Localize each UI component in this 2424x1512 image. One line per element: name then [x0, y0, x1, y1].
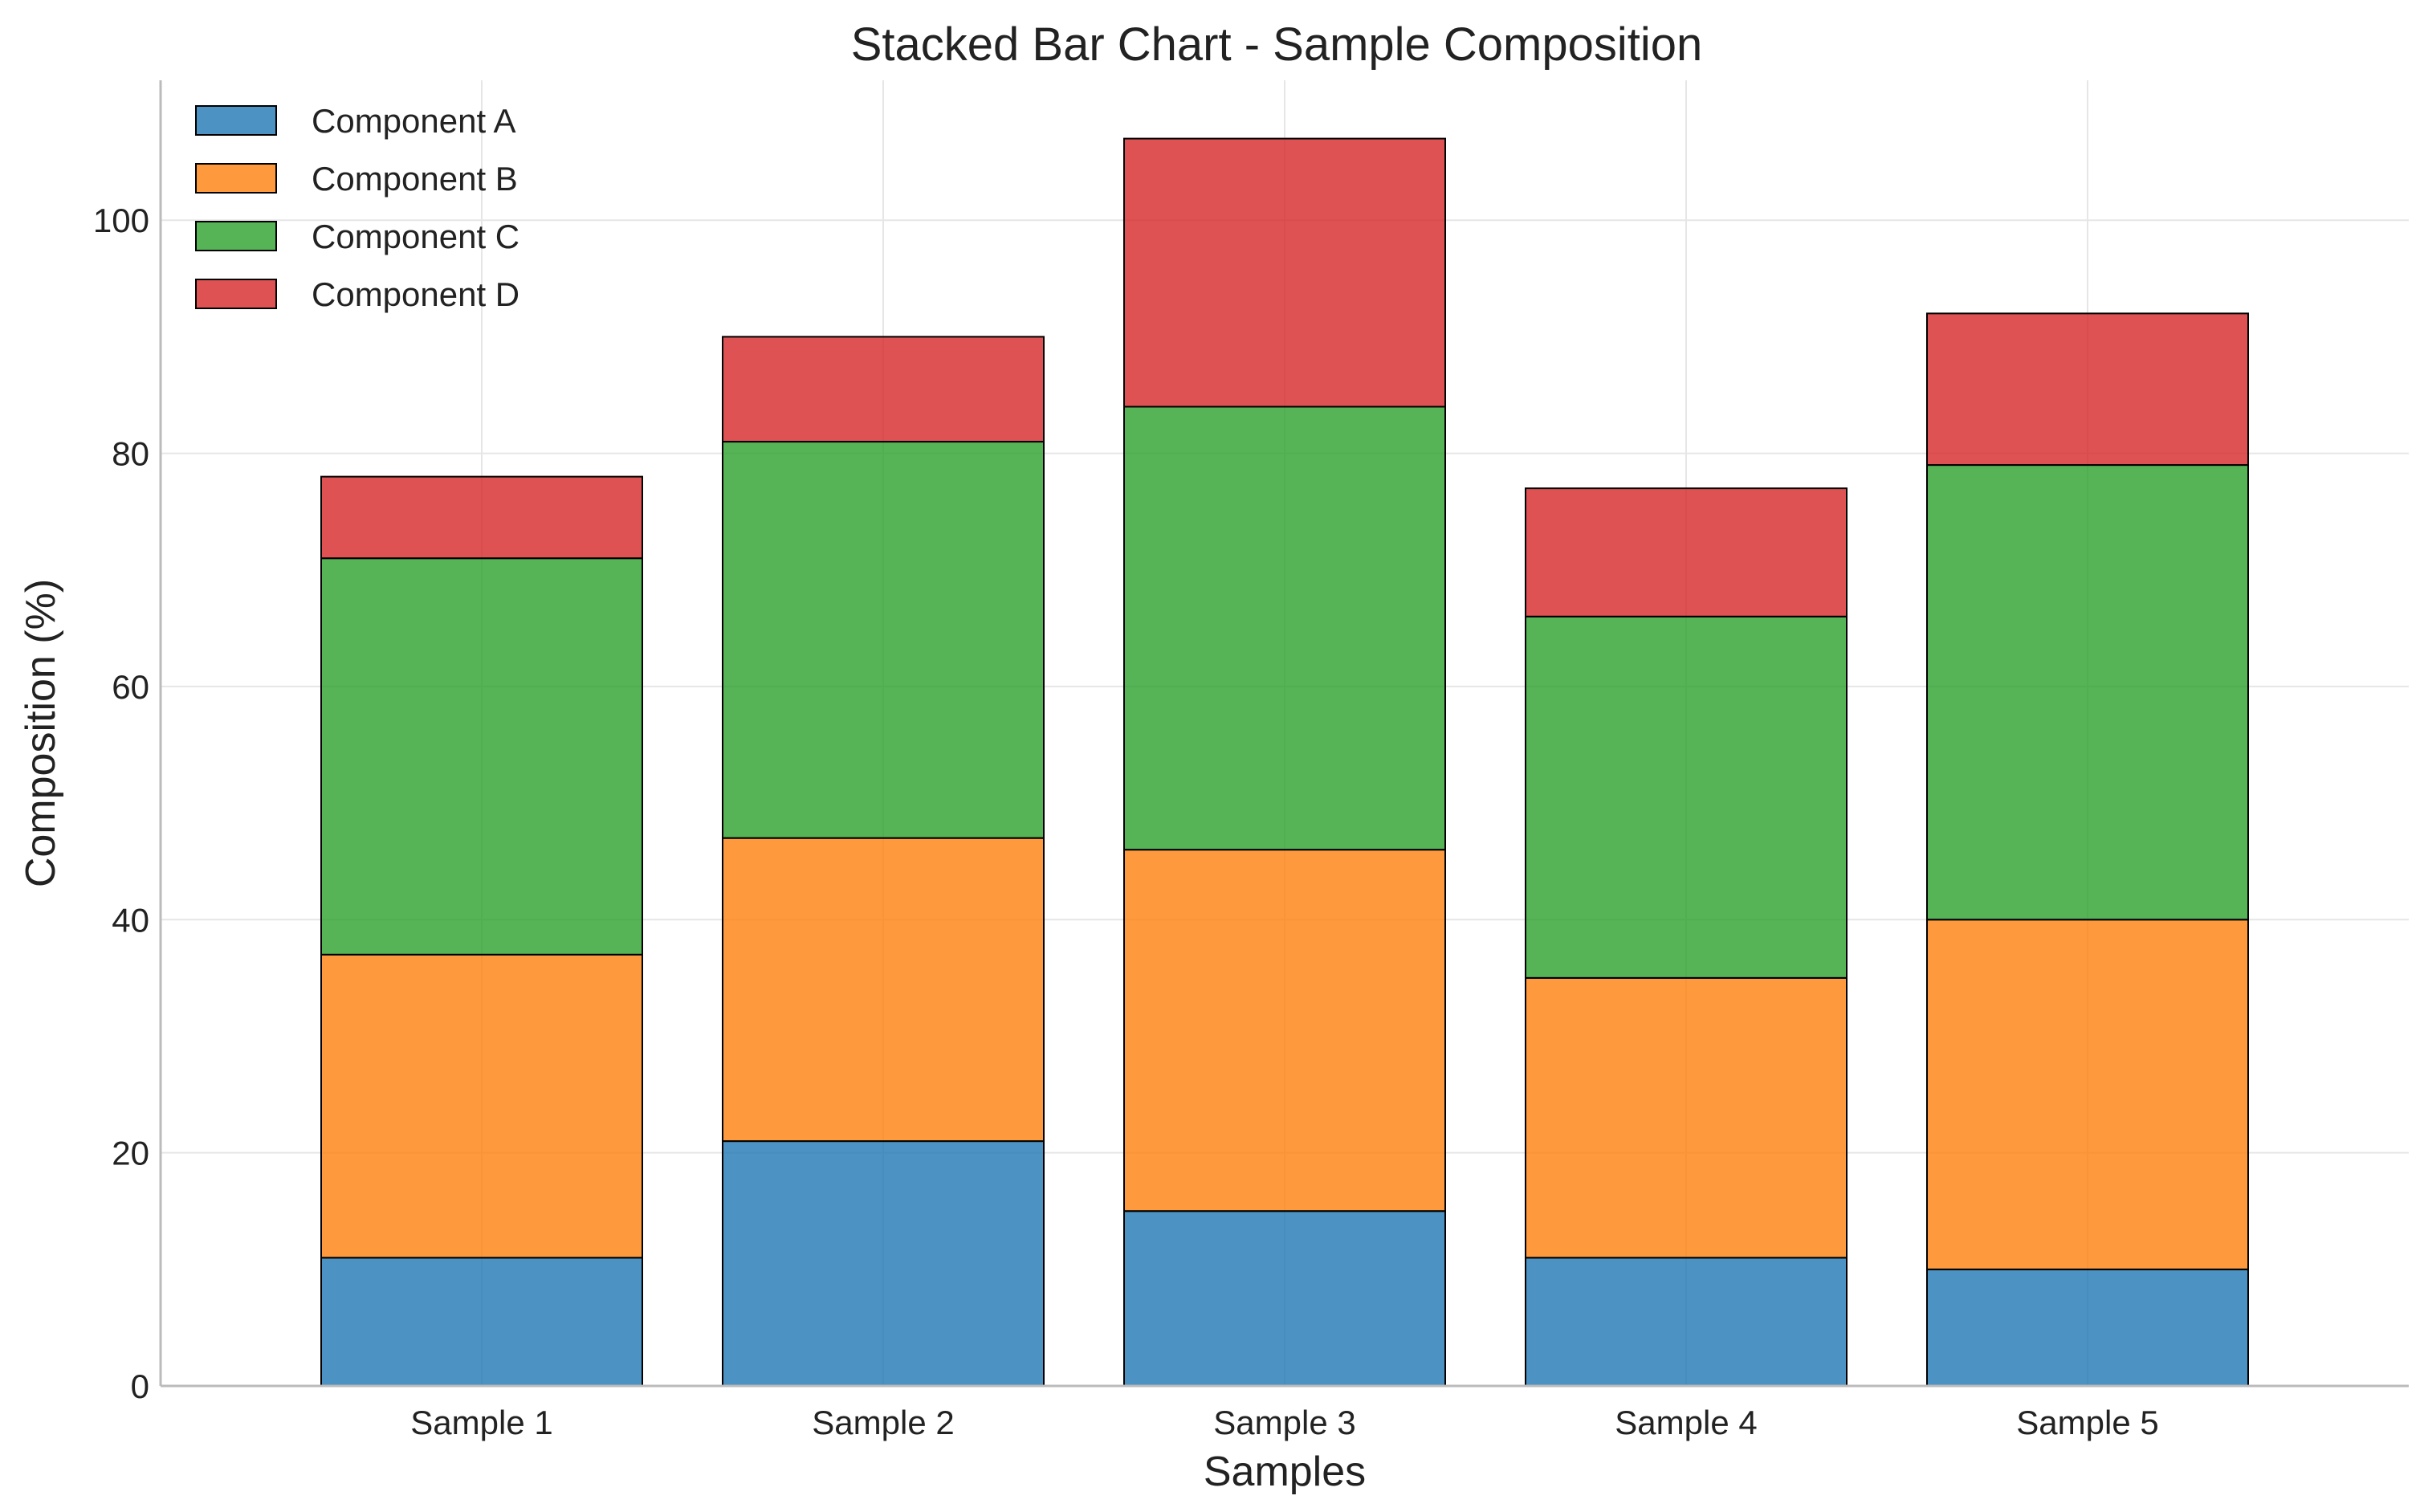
bar-segment	[1926, 464, 2249, 921]
x-tick-label: Sample 2	[812, 1404, 954, 1441]
bar-segment	[1926, 312, 2249, 467]
legend: Component A Component B Component C Compone…	[195, 102, 519, 313]
x-tick-label: Sample 3	[1213, 1404, 1355, 1441]
y-tick-label: 40	[112, 901, 149, 939]
bar-segment	[320, 953, 643, 1259]
x-tick-label: Sample 1	[410, 1404, 552, 1441]
chart-title: Stacked Bar Chart - Sample Composition	[851, 18, 1703, 71]
bar-segment	[722, 837, 1045, 1143]
bar-segment	[320, 475, 643, 560]
bars-group	[320, 137, 2249, 1388]
y-tick-labels: 0 20 40 60 80 100	[93, 202, 149, 1405]
legend-swatch	[195, 279, 277, 309]
x-tick-label: Sample 4	[1615, 1404, 1757, 1441]
bar-segment	[320, 1257, 643, 1388]
bar-segment	[1123, 849, 1446, 1212]
x-axis-label: Samples	[1204, 1449, 1366, 1495]
y-tick-label: 80	[112, 435, 149, 473]
y-tick-label: 0	[131, 1367, 149, 1405]
x-tick-labels: Sample 1 Sample 2 Sample 3 Sample 4 Sample 5	[410, 1404, 2158, 1441]
bar-segment	[722, 441, 1045, 839]
bar-segment	[1525, 615, 1848, 979]
legend-label: Component A	[312, 102, 516, 140]
bar-segment	[1525, 1257, 1848, 1388]
bar-segment	[1525, 976, 1848, 1259]
y-tick-label: 20	[112, 1135, 149, 1172]
axes-group	[159, 80, 2409, 1388]
legend-swatch	[195, 221, 277, 251]
bar-segment	[320, 557, 643, 956]
legend-label: Component C	[312, 218, 519, 255]
bar-segment	[722, 1140, 1045, 1387]
y-axis-label: Composition (%)	[18, 579, 64, 887]
legend-swatch	[195, 163, 277, 194]
bar-segment	[1926, 919, 2249, 1270]
bar-segment	[1123, 1210, 1446, 1388]
legend-label: Component D	[312, 275, 519, 313]
legend-label: Component B	[312, 160, 518, 198]
bar-segment	[1525, 487, 1848, 617]
legend-swatch	[195, 105, 277, 136]
bar-segment	[1123, 137, 1446, 408]
y-tick-label: 100	[93, 202, 149, 239]
bar-segment	[1926, 1268, 2249, 1387]
x-tick-label: Sample 5	[2016, 1404, 2158, 1441]
bar-segment	[1123, 406, 1446, 851]
y-tick-label: 60	[112, 668, 149, 706]
bar-segment	[722, 336, 1045, 443]
